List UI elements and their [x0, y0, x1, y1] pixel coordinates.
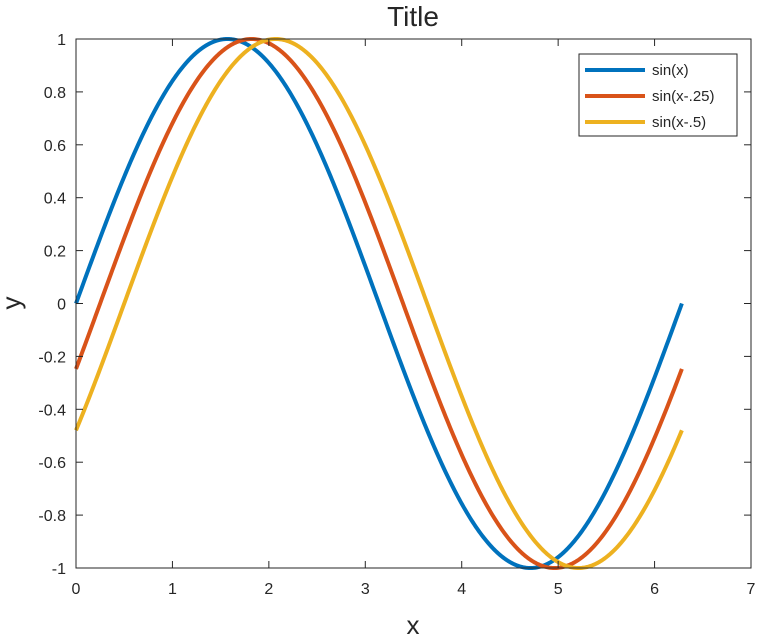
y-tick-label: -0.4: [38, 402, 66, 419]
y-tick-label: 0.4: [44, 191, 66, 208]
series-line-1: [74, 37, 684, 570]
legend-label-3: sin(x-.5): [652, 114, 706, 131]
legend-label-2: sin(x-.25): [652, 88, 715, 105]
y-tick-label: -0.2: [38, 349, 66, 366]
x-tick-label: 5: [554, 581, 563, 598]
legend-label-1: sin(x): [652, 62, 689, 79]
y-tick-label: 0: [57, 297, 66, 314]
x-tick-label: 4: [457, 581, 466, 598]
y-tick-label: -1: [52, 561, 66, 578]
y-axis-ticks: -1 -0.8 -0.6 -0.4 -0.2 0 0.2 0.4 0.6 0.8 1: [38, 32, 751, 578]
chart-title: Title: [387, 1, 439, 32]
y-tick-label: -0.6: [38, 455, 66, 472]
y-axis-label: y: [0, 297, 26, 310]
x-tick-label: 2: [264, 581, 273, 598]
x-tick-label: 3: [361, 581, 370, 598]
y-tick-label: 1: [57, 32, 66, 49]
series-line-2: [74, 37, 684, 570]
x-tick-label: 0: [72, 581, 81, 598]
y-tick-label: -0.8: [38, 508, 66, 525]
x-tick-label: 6: [650, 581, 659, 598]
y-tick-label: 0.6: [44, 138, 66, 155]
x-tick-label: 1: [168, 581, 177, 598]
legend: sin(x) sin(x-.25) sin(x-.5): [578, 53, 738, 137]
y-tick-label: 0.2: [44, 244, 66, 261]
x-tick-label: 7: [747, 581, 756, 598]
y-tick-label: 0.8: [44, 85, 66, 102]
x-axis-ticks: 0 1 2 3 4 5 6 7: [72, 39, 756, 598]
x-axis-label: x: [407, 610, 420, 638]
